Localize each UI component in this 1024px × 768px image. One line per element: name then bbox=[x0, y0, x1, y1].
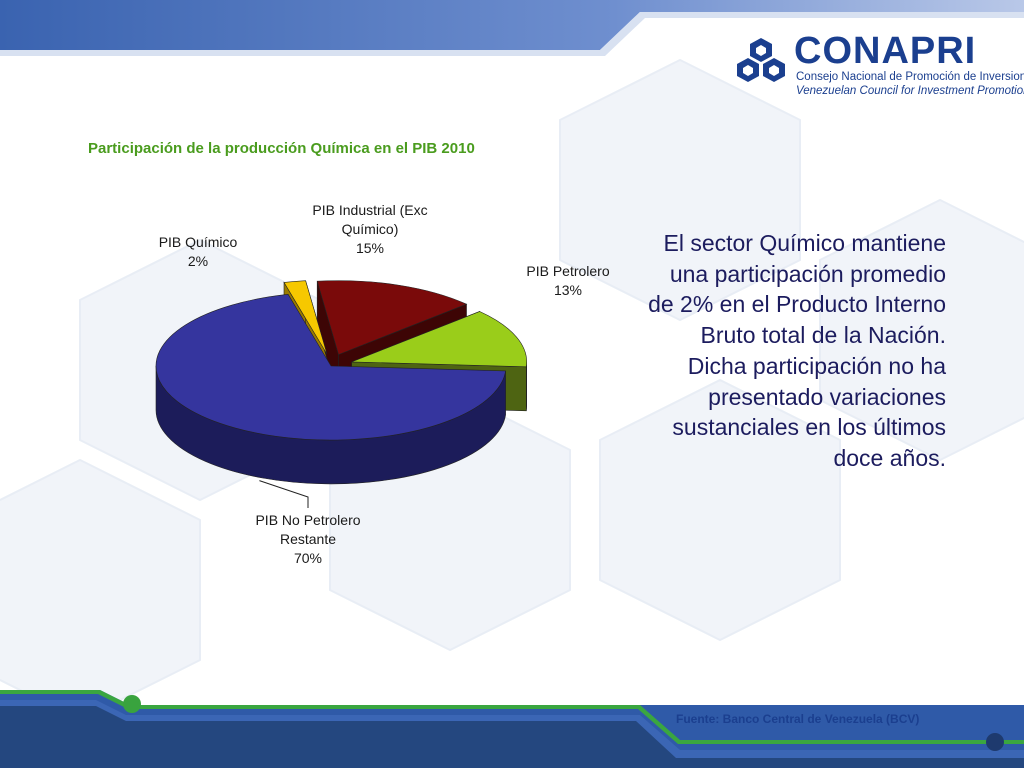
summary-paragraph: El sector Químico mantiene una participa… bbox=[648, 230, 946, 471]
brand-tagline-en: Venezuelan Council for Investment Promot… bbox=[796, 85, 1024, 97]
slice-label-no-petrolero: PIB No Petrolero Restante 70% bbox=[255, 512, 361, 566]
brand-tagline-es: Consejo Nacional de Promoción de Inversi… bbox=[796, 71, 1024, 83]
pie-slice-pib-industrial-exc-qu-mico bbox=[316, 280, 468, 355]
slice-label-industrial: PIB Industrial (Exc Químico) 15% bbox=[312, 202, 428, 256]
conapri-emblem-icon bbox=[737, 38, 785, 82]
leader-line bbox=[259, 480, 309, 508]
slice-label-petrolero: PIB Petrolero 13% bbox=[526, 263, 610, 298]
pie-slice-pib-qu-mico bbox=[283, 280, 328, 355]
pie-slice-pib-no-petrolero-restante bbox=[155, 293, 506, 441]
pie-slice-pib-petrolero bbox=[351, 311, 527, 368]
slice-label-quimico: PIB Químico 2% bbox=[158, 234, 238, 269]
chart-title: Participación de la producción Química e… bbox=[88, 140, 475, 157]
brand-name: CONAPRI bbox=[794, 30, 977, 72]
source-note: Fuente: Banco Central de Venezuela (BCV) bbox=[676, 712, 920, 726]
conapri-logo: CONAPRI Consejo Nacional de Promoción de… bbox=[734, 30, 1024, 102]
